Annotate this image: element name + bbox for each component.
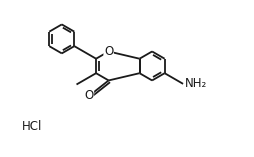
Text: O: O xyxy=(84,89,93,103)
Text: O: O xyxy=(104,45,113,58)
Text: HCl: HCl xyxy=(21,120,42,133)
Text: NH₂: NH₂ xyxy=(184,77,207,90)
